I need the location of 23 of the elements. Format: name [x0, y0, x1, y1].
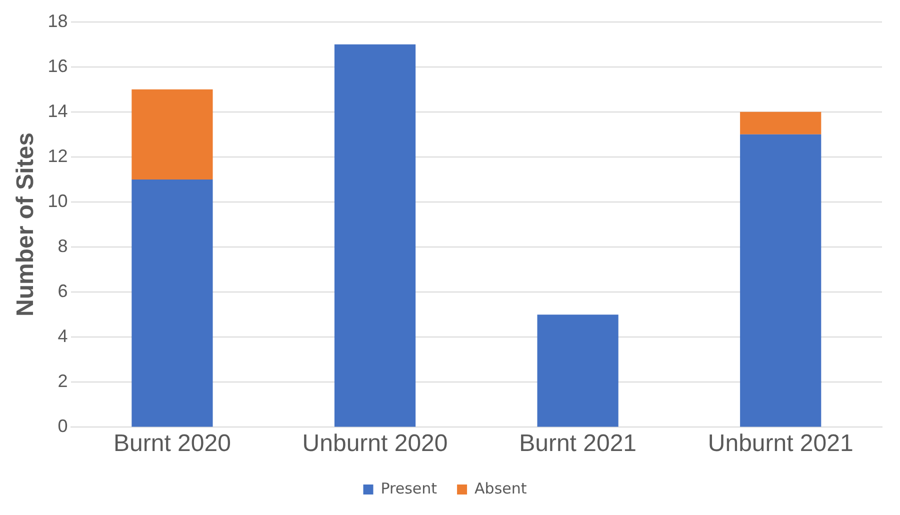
y-tick-label: 4: [58, 326, 68, 346]
bar: [740, 134, 822, 427]
legend-label: Present: [380, 479, 438, 498]
y-tick-label: 14: [48, 100, 68, 121]
y-tick-label: 16: [48, 56, 68, 76]
bar: [132, 89, 213, 180]
y-tick-label: 6: [58, 281, 68, 302]
bar: [334, 44, 416, 427]
x-tick-label: Unburnt 2021: [708, 430, 854, 458]
bar: [132, 179, 213, 427]
y-tick-label: 0: [58, 416, 68, 436]
bar: [740, 112, 822, 134]
x-tick-label: Burnt 2020: [114, 430, 231, 458]
y-tick-label: 2: [58, 371, 68, 392]
y-axis-title: Number of Sites: [12, 132, 40, 317]
y-tick-label: 10: [48, 190, 68, 211]
bar: [537, 314, 618, 427]
x-tick-label: Burnt 2021: [519, 430, 637, 458]
y-tick-label: 8: [58, 236, 68, 256]
x-tick-label: Unburnt 2020: [302, 430, 448, 458]
y-tick-label: 18: [48, 10, 68, 31]
legend-label: Absent: [474, 479, 527, 498]
y-tick-label: 12: [48, 146, 68, 166]
